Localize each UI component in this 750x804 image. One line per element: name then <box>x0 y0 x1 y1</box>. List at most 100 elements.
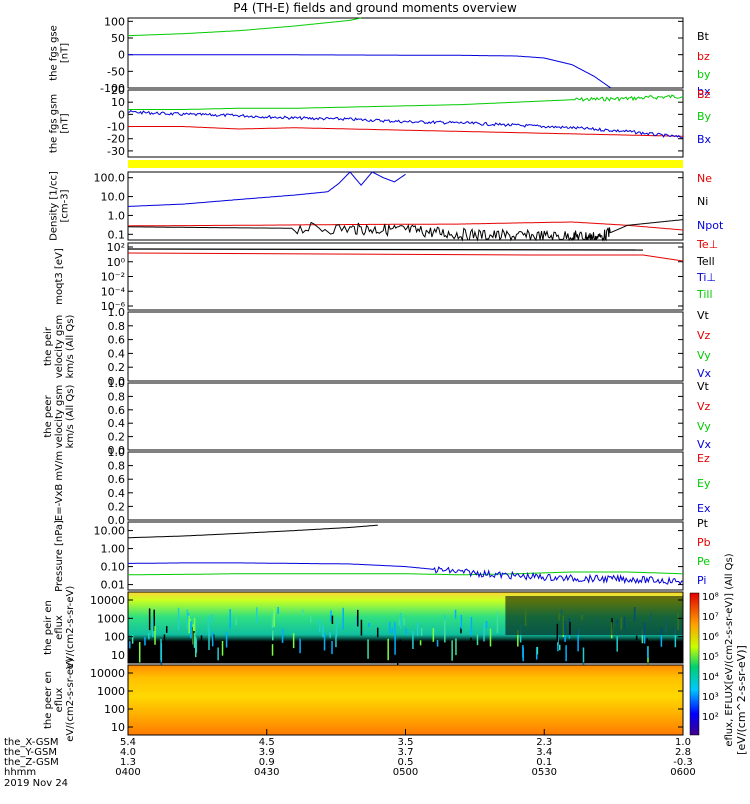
xaxis-value: 3.5 <box>398 737 414 748</box>
y-tick-label: 10.00 <box>94 525 126 538</box>
colorbar-label: [eV/(cm^2-s-sr-eV)] <box>735 645 748 755</box>
y-tick-label: 10.0 <box>101 191 126 204</box>
panel-ylabel: E=-VxB mV/m <box>54 451 65 521</box>
panel-10: the peer enefluxeV/(cm2-s-sr-eV) 10000 100… <box>43 658 684 742</box>
y-tick-label: 0.01 <box>101 579 126 592</box>
series-bz-line <box>128 126 683 137</box>
panel-frame <box>127 89 684 158</box>
y-tick-label: 0.2 <box>108 361 126 374</box>
legend-pt: Pt <box>697 517 709 530</box>
legend-bz: Bz <box>697 88 711 101</box>
series-pe-line <box>128 571 683 576</box>
colorbar-side-label: eflux, EFLUX[eV/(cm2-s-sr-eV)] (All Qs) <box>724 553 735 746</box>
legend-pi: Pi <box>697 574 706 587</box>
legend-ey: Ey <box>697 477 711 490</box>
y-tick-label: 0.0 <box>108 514 126 527</box>
panel-frame <box>127 17 684 89</box>
y-tick-label: 20 <box>111 84 125 97</box>
series-bx-line <box>127 109 684 139</box>
legend-by: By <box>697 110 712 123</box>
colorbar-tick: 10⁸ <box>702 592 719 603</box>
xaxis-row-label: hhmm <box>4 767 36 778</box>
panel-5: the peirvelocity gsmkm/s (All Qs)1.00.80… <box>43 306 712 388</box>
legend-pb: Pb <box>697 536 711 549</box>
colorbar-tick: 10⁴ <box>702 672 719 683</box>
series-pi-line <box>128 562 684 586</box>
xaxis-value: 0.1 <box>536 757 552 768</box>
colorbar-tick: 10³ <box>702 692 719 703</box>
y-tick-label: 0.2 <box>108 500 126 513</box>
y-tick-label: 0.2 <box>108 431 126 444</box>
xaxis-value: 5.4 <box>120 737 136 748</box>
y-tick-label: 1.0 <box>108 377 126 390</box>
spectrogram-noise <box>129 596 683 669</box>
panel-9: the peir enefluxeV/(cm2-s-sr-eV) 10000 100… <box>43 586 684 669</box>
colorbar-tick: 10⁵ <box>702 652 719 663</box>
panel-ylabel: Pressure [nPa] <box>54 520 65 592</box>
legend-vt: Vt <box>697 309 710 322</box>
y-tick-label: 10² <box>107 241 125 254</box>
y-tick-label: 0.8 <box>108 460 126 473</box>
legend-bz: bz <box>697 50 710 63</box>
xaxis-row-label: the_Z-GSM <box>4 757 59 768</box>
y-tick-label: -20 <box>107 133 125 146</box>
panel-ylabel: the peirvelocity gsmkm/s (All Qs) <box>43 315 76 379</box>
legend-vz: Vz <box>697 400 711 413</box>
y-tick-label: 10 <box>111 96 125 109</box>
legend-vx: Vx <box>697 367 712 380</box>
colorbar-tick: 10⁶ <box>702 632 719 643</box>
y-tick-label: 0 <box>118 49 125 62</box>
y-tick-label: 0.4 <box>108 487 126 500</box>
legend-tell: Tell <box>696 255 715 268</box>
y-tick-label: 100 <box>104 631 125 644</box>
y-tick-label: 1.0 <box>108 446 126 459</box>
legend-te⊥: Te⊥ <box>696 238 718 251</box>
y-tick-label: 0.6 <box>108 473 126 486</box>
xaxis-value: 3.4 <box>536 747 552 758</box>
colorbar <box>689 592 700 736</box>
y-tick-label: 10000 <box>90 667 125 680</box>
legend-ti⊥: Ti⊥ <box>696 271 716 284</box>
xaxis-value: 3.7 <box>398 747 414 758</box>
date-label: 2019 Nov 24 <box>4 778 68 789</box>
y-tick-label: 10⁻⁶ <box>101 300 126 313</box>
xaxis-value: 3.9 <box>259 747 275 758</box>
panel-ylabel: moqt3 [eV] <box>54 248 65 305</box>
panel-ylabel: the peer enefluxeV/(cm2-s-sr-eV) <box>43 658 76 742</box>
series-pt-line <box>128 524 378 539</box>
legend-vy: Vy <box>697 420 711 433</box>
y-tick-label: 10 <box>111 649 125 662</box>
panel-ylabel: the fgs gsm[nT] <box>49 94 71 153</box>
y-tick-label: -10 <box>107 121 125 134</box>
legend-by: by <box>697 68 711 81</box>
xaxis-value: 2.8 <box>675 747 691 758</box>
y-tick-label: 0.4 <box>108 347 126 360</box>
legend-ex: Ex <box>697 502 711 515</box>
y-tick-label: 0.8 <box>108 320 126 333</box>
panel-ylabel: the fgs gse[nT] <box>49 25 71 81</box>
xaxis-value: 1.0 <box>675 737 691 748</box>
y-tick-label: 0.0 <box>108 444 126 457</box>
y-tick-label: -100 <box>100 82 125 95</box>
y-tick-label: 0.6 <box>108 334 126 347</box>
xaxis-value: -0.3 <box>673 757 693 768</box>
panel-ylabel: the peervelocity gsmkm/s (All Qs) <box>43 385 76 449</box>
legend-vy: Vy <box>697 349 711 362</box>
xaxis-value: 4.5 <box>259 737 275 748</box>
legend-npot: Npot <box>697 219 724 232</box>
page-title: P4 (TH-E) fields and ground moments over… <box>233 1 517 15</box>
xaxis-value: 0.5 <box>398 757 414 768</box>
panel-4: moqt3 [eV] 10² 10⁰ 10⁻²10⁻⁴ 10⁻⁶ Te⊥ Tell Ti⊥ Ti… <box>54 238 718 313</box>
series-by-line <box>128 94 684 110</box>
panel-ylabel: Density [1/cc][cm-3] <box>49 171 71 241</box>
xaxis-value: 0500 <box>393 767 418 778</box>
series-npot-line <box>128 171 406 207</box>
xaxis-value: 0530 <box>532 767 557 778</box>
legend-bx: bx <box>697 85 711 98</box>
xaxis-value: 0.9 <box>259 757 275 768</box>
legend-ni: Ni <box>697 195 708 208</box>
y-tick-label: 0.0 <box>108 375 126 388</box>
